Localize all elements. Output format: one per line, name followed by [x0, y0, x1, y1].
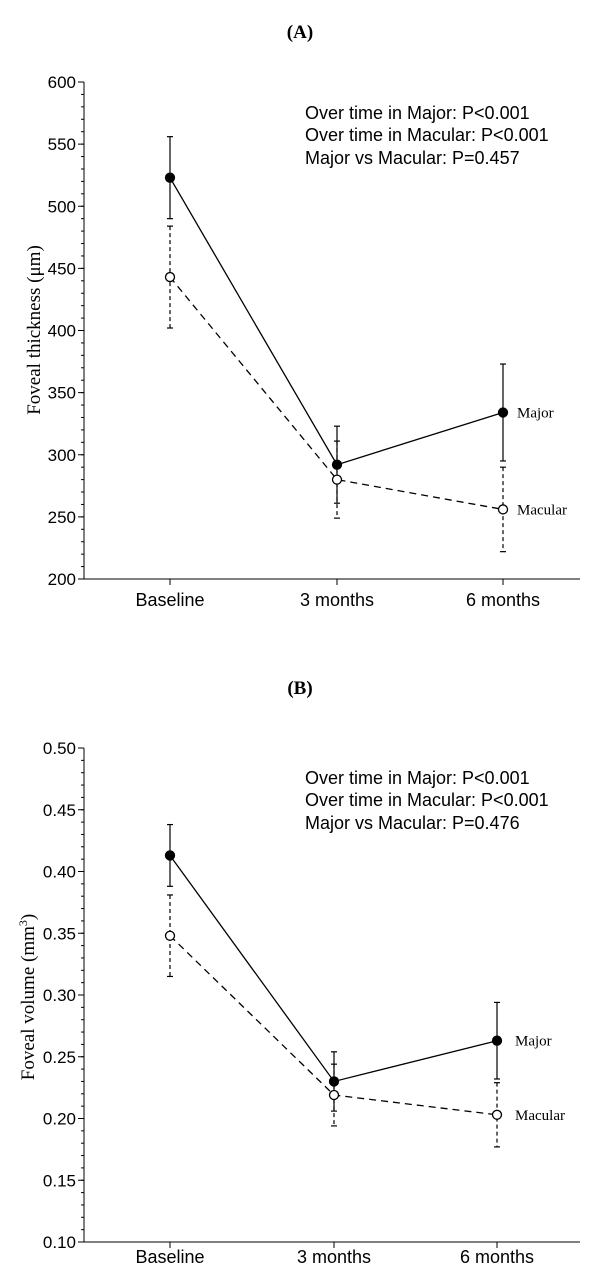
- panel-b-y-tick-label: 0.30: [43, 986, 76, 1005]
- panel-a-series-major-point: [164, 172, 176, 183]
- panel-b-series-macular-point: [164, 930, 176, 941]
- panel-a-marks: Major Macular: [164, 136, 567, 553]
- panel-a-x-tick-label: 3 months: [300, 590, 374, 610]
- panel-b-y-tick-label: 0.10: [43, 1233, 76, 1252]
- panel-b-x-tick-label: 3 months: [297, 1247, 371, 1267]
- panel-b-marks: Major Macular: [164, 823, 565, 1148]
- panel-a-y-tick-label: 450: [48, 259, 76, 278]
- panel-b-label: (B): [287, 678, 312, 699]
- panel-a-y-axis-label: Foveal thickness (μm): [24, 245, 45, 415]
- panel-b-y-tick-label: 0.45: [43, 801, 76, 820]
- panel-a-x-tick-label: Baseline: [135, 590, 204, 610]
- panel-b-y-tick-label: 0.35: [43, 924, 76, 943]
- panel-b-annotation-3: Major vs Macular: P=0.476: [305, 813, 520, 833]
- panel-a-annotation-1: Over time in Major: P<0.001: [305, 103, 530, 123]
- panel-a: (A) Foveal thickness (μm) 200 250 300 350 40…: [24, 22, 580, 610]
- panel-b-y-tick-label: 0.40: [43, 863, 76, 882]
- panel-a-y-tick-label: 250: [48, 508, 76, 527]
- panel-b-series-macular-label: Macular: [515, 1108, 565, 1124]
- panel-a-x-tick-label: 6 months: [466, 590, 540, 610]
- panel-a-series-major-point: [497, 407, 509, 418]
- panel-b-series-major-label: Major: [515, 1034, 552, 1050]
- panel-b-series-major-point: [491, 1035, 503, 1046]
- panel-a-label: (A): [287, 22, 313, 43]
- panel-a-y-tick-label: 600: [48, 73, 76, 92]
- panel-b-y-tick-label: 0.20: [43, 1110, 76, 1129]
- panel-a-series-major-line: [169, 177, 504, 466]
- panel-a-y-tick-label: 550: [48, 135, 76, 154]
- panel-a-annotation-2: Over time in Macular: P<0.001: [305, 125, 549, 145]
- panel-b-y-axis-label: Foveal volume (mm3): [16, 914, 39, 1080]
- panel-a-series-macular-label: Macular: [517, 502, 567, 518]
- panel-b-annotation-2: Over time in Macular: P<0.001: [305, 790, 549, 810]
- panel-a-series-major-label: Major: [517, 406, 554, 422]
- panel-b-series-major-point: [164, 850, 176, 861]
- panel-b-annotation-1: Over time in Major: P<0.001: [305, 768, 530, 788]
- panel-b-series-major-line: [169, 855, 498, 1083]
- panel-a-series-macular-point: [331, 474, 343, 485]
- panel-b-x-tick-label: Baseline: [135, 1247, 204, 1267]
- panel-b: (B) Foveal volume (mm3) 0.10 0.15 0.20 0.25…: [16, 678, 580, 1267]
- panel-b-axes: 0.10 0.15 0.20 0.25 0.30 0.35 0.40 0.45 0.50 Base…: [43, 739, 580, 1267]
- panel-b-y-tick-label: 0.15: [43, 1171, 76, 1190]
- panel-a-series-macular-point: [497, 504, 509, 515]
- panel-a-series-macular-line: [169, 276, 504, 511]
- panel-b-series-macular-point: [328, 1089, 340, 1101]
- panel-b-series-macular-point: [491, 1109, 503, 1120]
- panel-b-x-tick-label: 6 months: [460, 1247, 534, 1267]
- panel-a-y-tick-label: 200: [48, 570, 76, 589]
- panel-a-y-tick-label: 500: [48, 197, 76, 216]
- panel-a-y-tick-label: 350: [48, 384, 76, 403]
- panel-a-axes: 200 250 300 350 400 450 500 550 600 Baseline 3 mon…: [48, 73, 580, 610]
- panel-b-y-tick-label: 0.50: [43, 739, 76, 758]
- panel-b-y-tick-label: 0.25: [43, 1048, 76, 1067]
- panel-a-annotation-3: Major vs Macular: P=0.457: [305, 148, 520, 168]
- panel-a-y-tick-label: 400: [48, 322, 76, 341]
- panel-a-series-macular-point: [164, 271, 176, 283]
- panel-a-y-tick-label: 300: [48, 446, 76, 465]
